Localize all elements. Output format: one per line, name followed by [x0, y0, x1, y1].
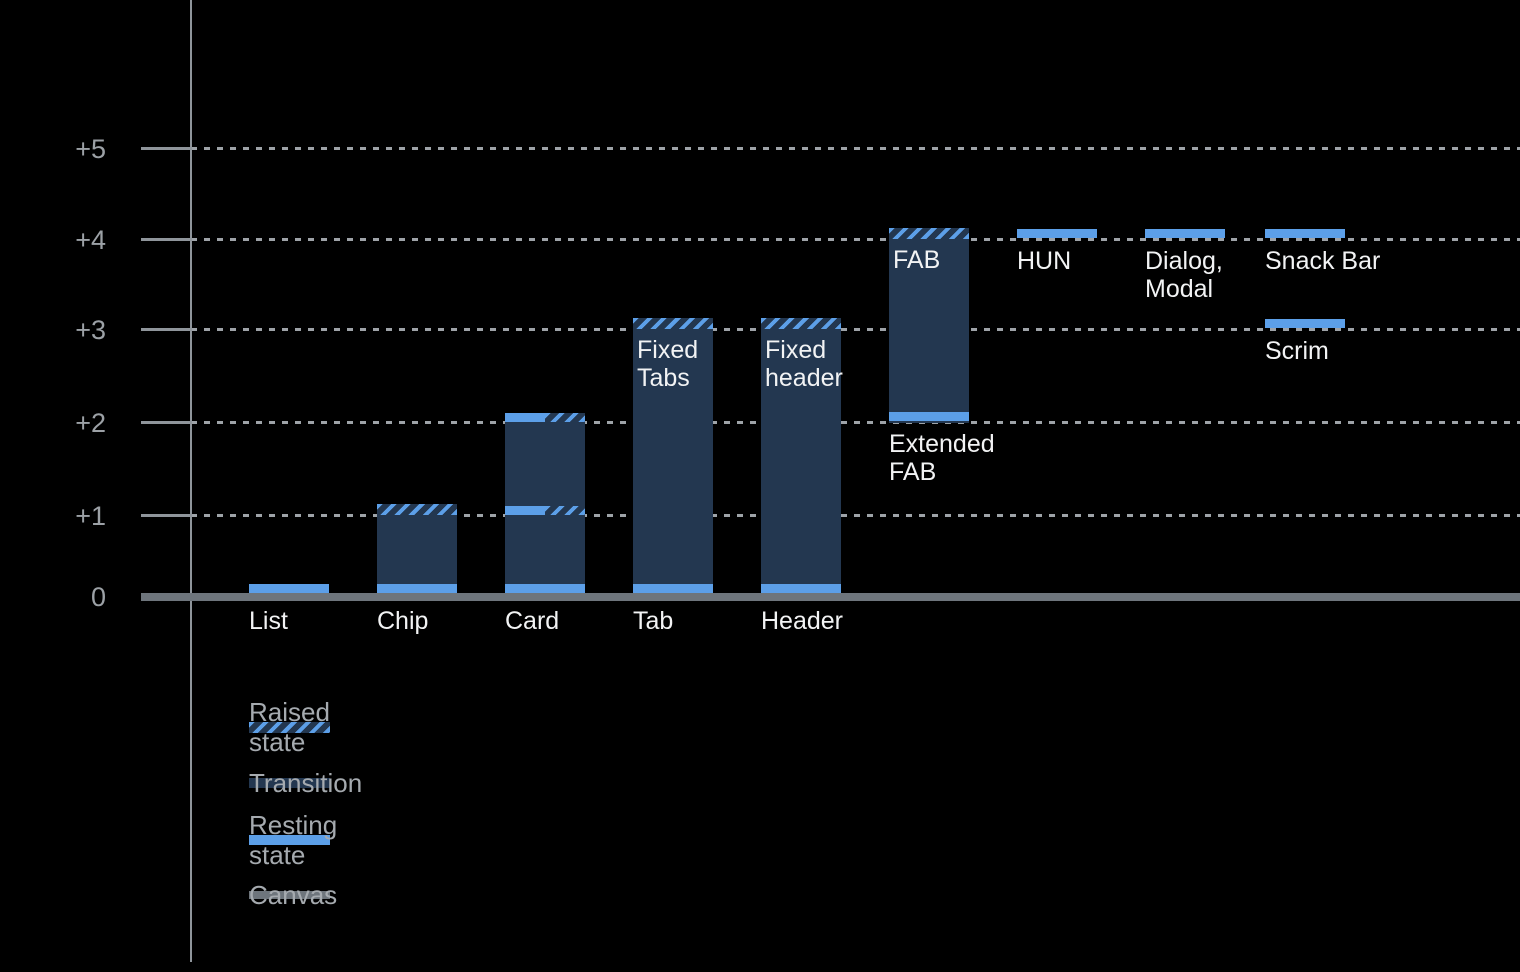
legend-label-raised: Raised state	[249, 697, 330, 757]
y-tick-mark-3	[141, 328, 191, 331]
bar-card-transition	[505, 514, 585, 593]
bar-label-chip: Chip	[377, 607, 429, 635]
bar-tab-resting-band	[633, 584, 713, 593]
y-tick-label-5: +5	[75, 134, 106, 164]
bar-dialog-modal-resting-band	[1145, 229, 1225, 238]
gridline-1	[191, 514, 1520, 517]
bar-card-resting-band	[505, 584, 585, 593]
bar-inner-label-tab: Fixed Tabs	[637, 336, 699, 392]
bar-label-list: List	[249, 607, 288, 635]
bar-header-resting-band	[761, 584, 841, 593]
gridline-2	[191, 421, 1520, 424]
y-tick-label-3: +3	[75, 315, 106, 345]
canvas-swatch	[249, 891, 330, 899]
bar-card-transition	[505, 421, 585, 516]
bar-inner-label-header: Fixed header	[765, 336, 843, 392]
bar-fab-transition	[889, 238, 969, 423]
bar-card-raised-band-l2	[545, 413, 585, 422]
bar-caption-dialog-modal: Dialog, Modal	[1145, 247, 1223, 303]
y-tick-label-4: +4	[75, 225, 106, 255]
transition-swatch	[249, 778, 330, 788]
bar-chip-resting-band	[377, 584, 457, 593]
resting-swatch	[249, 835, 330, 845]
legend-label-transition: Transition	[249, 768, 363, 798]
bar-card-resting-band-l1	[505, 506, 545, 515]
y-axis-line	[190, 0, 192, 962]
legend-label-resting: Resting state	[249, 810, 338, 870]
gridline-3	[191, 328, 1520, 331]
bar-label-tab: Tab	[633, 607, 674, 635]
bar-chip-raised-band	[377, 504, 457, 515]
bar-caption-snack-bar: Snack Bar	[1265, 247, 1381, 275]
bar-caption-fab: Extended FAB	[889, 430, 995, 486]
bar-caption-hun: HUN	[1017, 247, 1072, 275]
gridline-4	[191, 238, 1520, 241]
bar-snack-bar-resting-band	[1265, 229, 1345, 238]
bar-card-raised-band-l1	[545, 506, 585, 515]
bar-tab-raised-band	[633, 318, 713, 329]
legend-label-canvas: Canvas	[249, 880, 338, 910]
y-tick-mark-4	[141, 238, 191, 241]
bar-header-raised-band	[761, 318, 841, 329]
bar-card-resting-band-l2	[505, 413, 545, 422]
bar-chip-transition	[377, 514, 457, 593]
bar-caption-scrim: Scrim	[1265, 337, 1329, 365]
bar-tab-transition	[633, 328, 713, 593]
bar-hun-resting-band	[1017, 229, 1097, 238]
y-tick-mark-2	[141, 421, 191, 424]
y-tick-mark-5	[141, 147, 191, 150]
canvas-baseline	[141, 593, 1520, 601]
gridline-5	[191, 147, 1520, 150]
raised-swatch	[249, 721, 330, 733]
bar-fab-raised-band	[889, 228, 969, 239]
bar-list-resting-band	[249, 584, 329, 593]
y-tick-label-0: 0	[90, 582, 106, 612]
bar-fab-resting-band	[889, 412, 969, 421]
y-tick-label-1: +1	[75, 501, 106, 531]
bar-inner-label-fab: FAB	[893, 246, 941, 274]
y-tick-mark-1	[141, 514, 191, 517]
bar-header-transition	[761, 328, 841, 593]
bar-scrim-resting-band	[1265, 319, 1345, 328]
bar-label-card: Card	[505, 607, 560, 635]
bar-label-header: Header	[761, 607, 843, 635]
y-tick-label-2: +2	[75, 408, 106, 438]
